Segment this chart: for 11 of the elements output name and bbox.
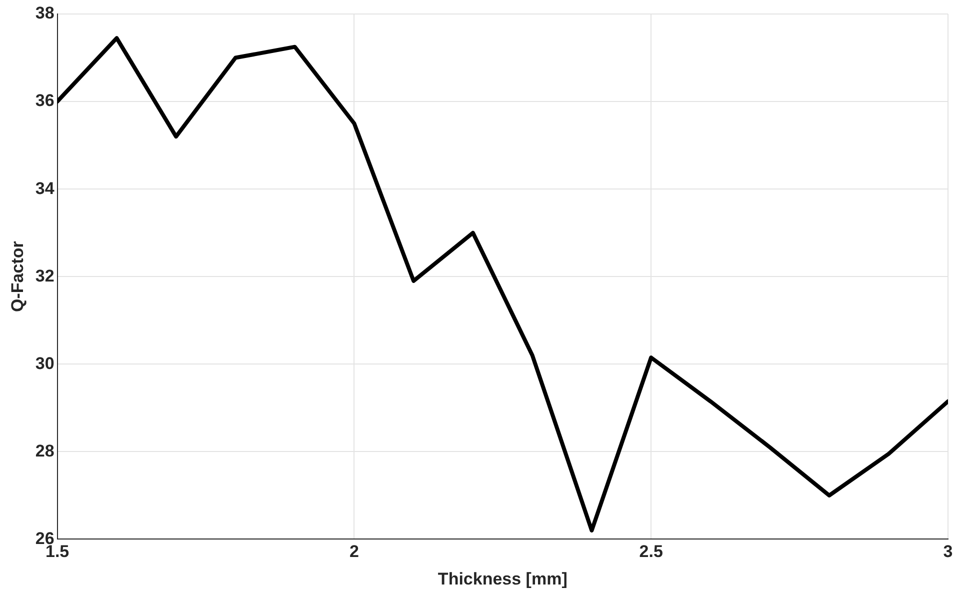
y-tick-label: 28 [35,441,54,460]
x-tick-label: 2.5 [639,542,663,562]
y-tick-label: 36 [35,91,54,110]
y-tick-label: 32 [35,266,54,286]
x-tick-label: 2 [349,542,359,562]
y-tick-label: 34 [35,178,55,198]
y-tick-label: 38 [35,4,54,23]
x-tick-label: 3 [943,542,953,562]
x-axis-title: Thickness [mm] [438,569,568,588]
y-tick-label: 30 [35,354,54,373]
y-axis-title: Q-Factor [8,240,27,312]
